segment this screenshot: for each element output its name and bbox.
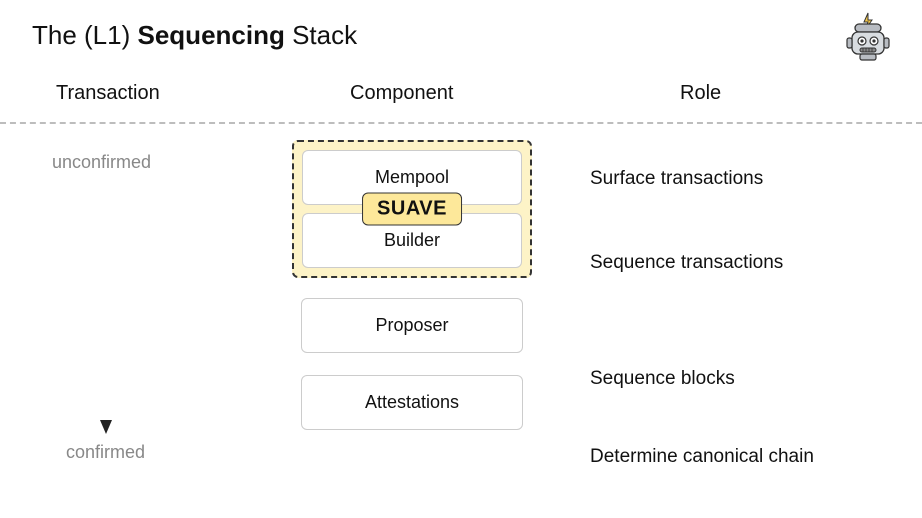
page-title: The (L1) Sequencing Stack [32,20,357,51]
component-column: Mempool Builder SUAVE Proposer Attestati… [292,140,532,452]
title-bold: Sequencing [138,20,285,50]
role-builder: Sequence transactions [590,252,783,274]
proposer-box: Proposer [301,298,523,353]
transaction-column: unconfirmed confirmed [52,152,212,472]
column-header-role: Role [680,82,721,105]
confirmed-label: confirmed [66,442,145,463]
attestations-box: Attestations [301,375,523,430]
suave-container: Mempool Builder SUAVE [292,140,532,278]
title-post: Stack [285,20,357,50]
column-header-transaction: Transaction [56,82,160,105]
role-proposer: Sequence blocks [590,368,735,390]
flow-arrow [104,186,108,434]
robot-icon [842,12,894,64]
role-attestations: Determine canonical chain [590,446,814,468]
column-header-component: Component [350,82,453,105]
divider-line [0,122,922,124]
suave-badge: SUAVE [362,193,462,226]
role-mempool: Surface transactions [590,168,763,190]
unconfirmed-label: unconfirmed [52,152,212,173]
title-pre: The (L1) [32,20,138,50]
